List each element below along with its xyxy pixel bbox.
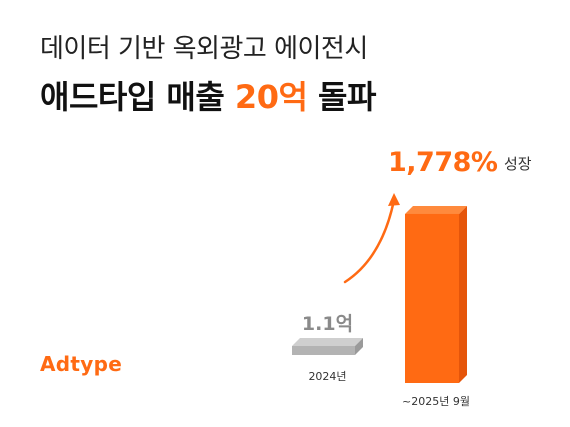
bar-top-face (292, 338, 363, 346)
headline: 애드타입 매출 20억 돌파 (40, 72, 376, 118)
bar-side-face (459, 205, 467, 383)
headline-highlight: 20억 (234, 78, 308, 116)
headline-prefix: 애드타입 매출 (40, 78, 235, 116)
growth-percentage: 1,778% (388, 147, 498, 178)
growth-suffix: 성장 (504, 155, 532, 173)
bar-side-face (355, 338, 363, 355)
brand-logo: Adtype (40, 352, 123, 376)
bar (405, 213, 459, 383)
value-label: 1.1억 (302, 313, 353, 335)
bar-top-face (405, 205, 467, 214)
headline-suffix: 돌파 (307, 78, 376, 116)
subtitle: 데이터 기반 옥외광고 에이전시 (40, 34, 368, 64)
category-label: 2024년 (308, 370, 346, 383)
category-label: ~2025년 9월 (402, 395, 470, 408)
growth-arrowhead (388, 193, 400, 206)
bar (292, 346, 355, 355)
growth-arrow (343, 198, 396, 284)
